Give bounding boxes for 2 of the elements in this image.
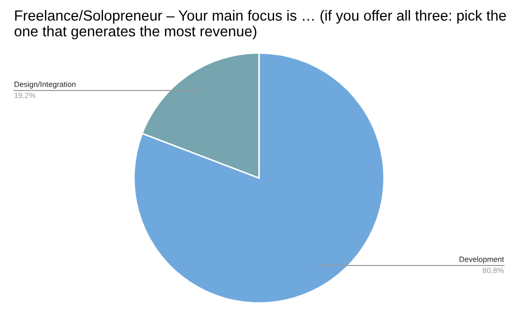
chart-title: Freelance/Solopreneur – Your main focus is … (if you offer all three: pick the one that generates the most revenue) — [14, 10, 506, 40]
pie-slice — [133, 52, 385, 304]
